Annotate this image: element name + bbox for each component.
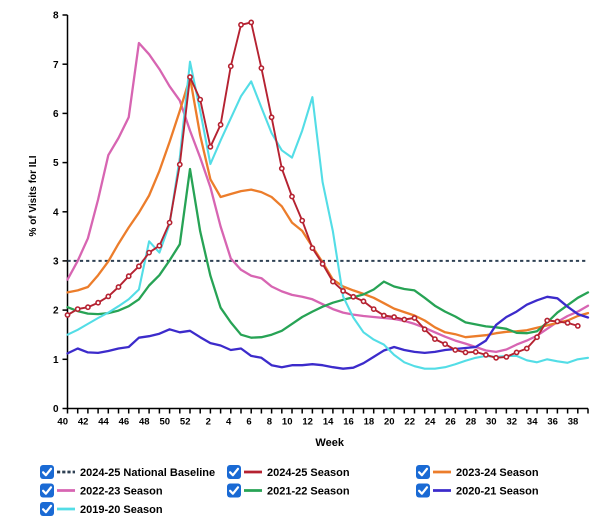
svg-text:22: 22 (404, 417, 415, 428)
svg-text:40: 40 (57, 417, 68, 428)
svg-text:0: 0 (53, 404, 59, 415)
svg-text:18: 18 (364, 417, 375, 428)
svg-text:2021-22 Season: 2021-22 Season (267, 486, 350, 498)
svg-text:2: 2 (206, 417, 211, 428)
svg-text:24: 24 (425, 417, 436, 428)
svg-text:48: 48 (139, 417, 150, 428)
svg-text:2020-21 Season: 2020-21 Season (456, 486, 539, 498)
svg-text:34: 34 (527, 417, 538, 428)
svg-text:8: 8 (267, 417, 272, 428)
svg-text:42: 42 (78, 417, 89, 428)
svg-text:38: 38 (568, 417, 579, 428)
svg-text:46: 46 (119, 417, 130, 428)
svg-text:% of Visits for ILI: % of Visits for ILI (28, 155, 39, 236)
svg-text:6: 6 (53, 109, 59, 120)
svg-text:20: 20 (384, 417, 395, 428)
svg-text:10: 10 (282, 417, 293, 428)
svg-text:2024-25 National Baseline: 2024-25 National Baseline (80, 467, 215, 479)
svg-text:50: 50 (160, 417, 171, 428)
svg-text:4: 4 (53, 207, 59, 218)
svg-text:4: 4 (226, 417, 232, 428)
svg-text:30: 30 (486, 417, 497, 428)
svg-text:52: 52 (180, 417, 191, 428)
svg-text:3: 3 (53, 257, 59, 268)
svg-text:7: 7 (53, 60, 59, 71)
svg-text:28: 28 (466, 417, 477, 428)
svg-text:12: 12 (302, 417, 313, 428)
svg-text:2022-23 Season: 2022-23 Season (80, 486, 163, 498)
svg-text:44: 44 (98, 417, 109, 428)
svg-text:2024-25 Season: 2024-25 Season (267, 467, 350, 479)
svg-text:36: 36 (547, 417, 558, 428)
svg-text:2023-24 Season: 2023-24 Season (456, 467, 539, 479)
svg-text:5: 5 (53, 158, 59, 169)
svg-text:8: 8 (53, 11, 59, 22)
svg-text:1: 1 (53, 355, 59, 366)
svg-text:Week: Week (315, 437, 344, 449)
svg-text:32: 32 (507, 417, 518, 428)
svg-text:2: 2 (53, 306, 59, 317)
svg-text:16: 16 (343, 417, 354, 428)
svg-text:26: 26 (445, 417, 456, 428)
svg-text:6: 6 (246, 417, 251, 428)
svg-text:14: 14 (323, 417, 334, 428)
svg-text:2019-20 Season: 2019-20 Season (80, 504, 163, 516)
